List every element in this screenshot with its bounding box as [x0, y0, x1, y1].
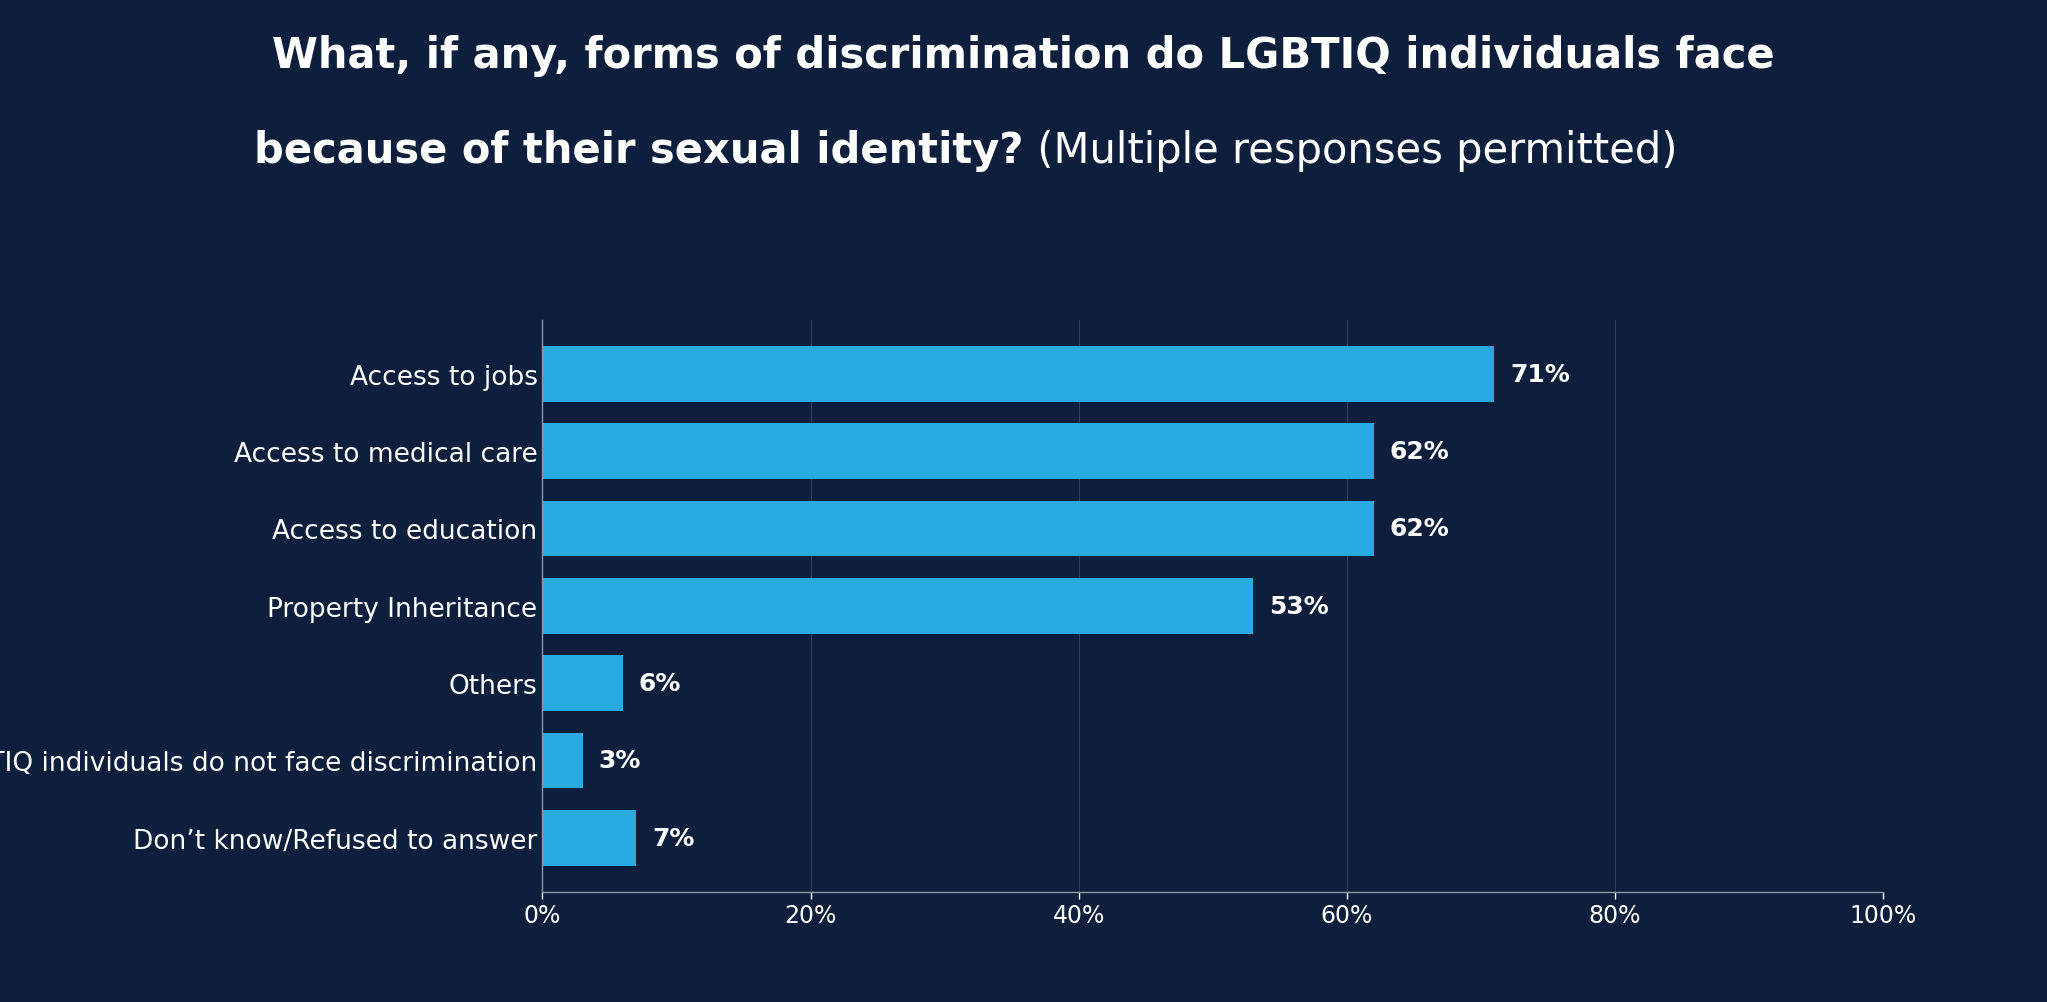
- Bar: [542, 578, 1253, 634]
- Bar: [542, 424, 1374, 480]
- Bar: [542, 732, 583, 789]
- Text: 6%: 6%: [639, 671, 682, 695]
- Text: 7%: 7%: [653, 826, 694, 850]
- Text: 62%: 62%: [1390, 440, 1449, 464]
- Bar: [542, 811, 637, 866]
- Bar: [542, 655, 622, 711]
- Text: 53%: 53%: [1269, 594, 1329, 618]
- Text: 71%: 71%: [1511, 363, 1570, 387]
- Text: (Multiple responses permitted): (Multiple responses permitted): [1024, 130, 1676, 172]
- Bar: [542, 501, 1374, 557]
- Text: because of their sexual identity?: because of their sexual identity?: [254, 130, 1024, 172]
- Bar: [542, 347, 1494, 402]
- Text: 62%: 62%: [1390, 517, 1449, 541]
- Text: What, if any, forms of discrimination do LGBTIQ individuals face: What, if any, forms of discrimination do…: [272, 35, 1775, 77]
- Text: 3%: 3%: [600, 748, 641, 773]
